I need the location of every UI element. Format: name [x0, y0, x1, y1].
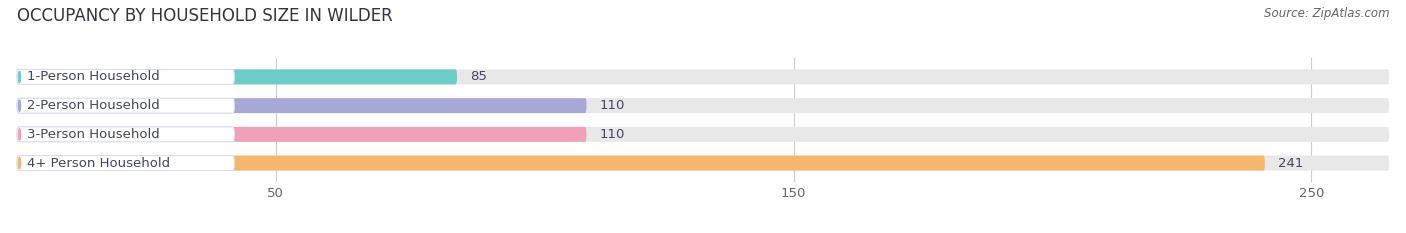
Text: 110: 110 [599, 99, 624, 112]
FancyBboxPatch shape [17, 98, 235, 113]
FancyBboxPatch shape [17, 69, 457, 84]
Text: 1-Person Household: 1-Person Household [27, 70, 159, 83]
FancyBboxPatch shape [17, 127, 235, 142]
FancyBboxPatch shape [17, 156, 1265, 171]
FancyBboxPatch shape [17, 98, 586, 113]
FancyBboxPatch shape [17, 127, 1389, 142]
FancyBboxPatch shape [17, 69, 1389, 84]
Text: 2-Person Household: 2-Person Household [27, 99, 159, 112]
Circle shape [18, 158, 21, 169]
Text: 110: 110 [599, 128, 624, 141]
FancyBboxPatch shape [17, 156, 1389, 171]
FancyBboxPatch shape [17, 127, 586, 142]
Text: OCCUPANCY BY HOUSEHOLD SIZE IN WILDER: OCCUPANCY BY HOUSEHOLD SIZE IN WILDER [17, 7, 392, 25]
FancyBboxPatch shape [17, 69, 235, 84]
FancyBboxPatch shape [17, 98, 1389, 113]
Circle shape [18, 129, 21, 140]
Text: 241: 241 [1278, 157, 1303, 170]
Circle shape [18, 100, 21, 111]
FancyBboxPatch shape [17, 156, 235, 171]
Circle shape [18, 71, 21, 82]
Text: 4+ Person Household: 4+ Person Household [27, 157, 170, 170]
Text: Source: ZipAtlas.com: Source: ZipAtlas.com [1264, 7, 1389, 20]
Text: 3-Person Household: 3-Person Household [27, 128, 159, 141]
Text: 85: 85 [470, 70, 486, 83]
